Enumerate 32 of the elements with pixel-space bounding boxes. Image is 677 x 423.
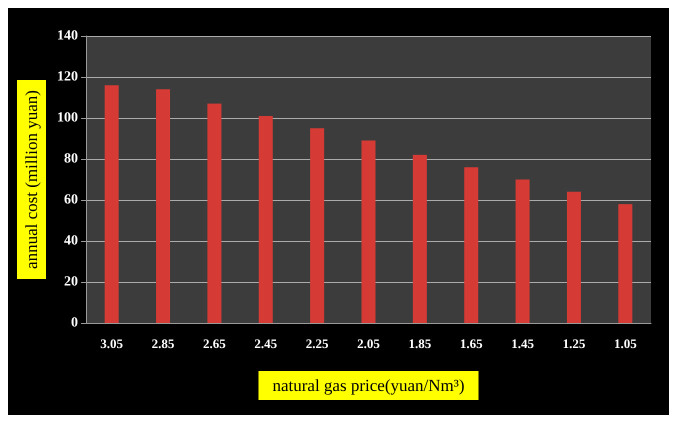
y-tick-label: 80	[64, 152, 78, 166]
x-tick-label: 2.65	[203, 336, 226, 351]
bar	[516, 180, 530, 323]
bar	[104, 85, 119, 323]
x-tick-label: 1.45	[511, 336, 534, 351]
bar	[412, 154, 427, 323]
x-tick-label: 2.25	[306, 336, 330, 351]
bar	[464, 167, 478, 323]
y-tick-label: 100	[57, 110, 78, 126]
y-axis-title: annual cost (million yuan)	[22, 90, 41, 269]
x-tick-label: 1.05	[614, 336, 638, 351]
x-tick-label: 1.25	[562, 336, 586, 351]
y-tick-label: 60	[64, 192, 78, 208]
x-tick-label: 2.05	[357, 336, 380, 351]
bar	[362, 140, 376, 323]
x-tick-label: 1.85	[408, 336, 432, 351]
y-tick-label: 140	[57, 28, 78, 44]
x-axis-title: natural gas price(yuan/Nm³)	[272, 376, 465, 395]
bar	[310, 128, 324, 323]
x-tick-label: 1.65	[460, 336, 484, 351]
y-tick-label: 40	[64, 234, 78, 248]
y-tick-label: 0	[71, 316, 78, 330]
bar	[566, 192, 581, 323]
y-tick-label: 20	[64, 274, 78, 290]
x-tick-label: 3.05	[100, 336, 124, 351]
bar	[258, 116, 273, 323]
x-tick-label: 2.45	[254, 336, 278, 351]
y-tick-label: 120	[57, 70, 78, 84]
bar	[156, 89, 170, 323]
bar	[207, 104, 222, 323]
x-tick-label: 2.85	[152, 336, 175, 351]
bar	[618, 204, 632, 323]
